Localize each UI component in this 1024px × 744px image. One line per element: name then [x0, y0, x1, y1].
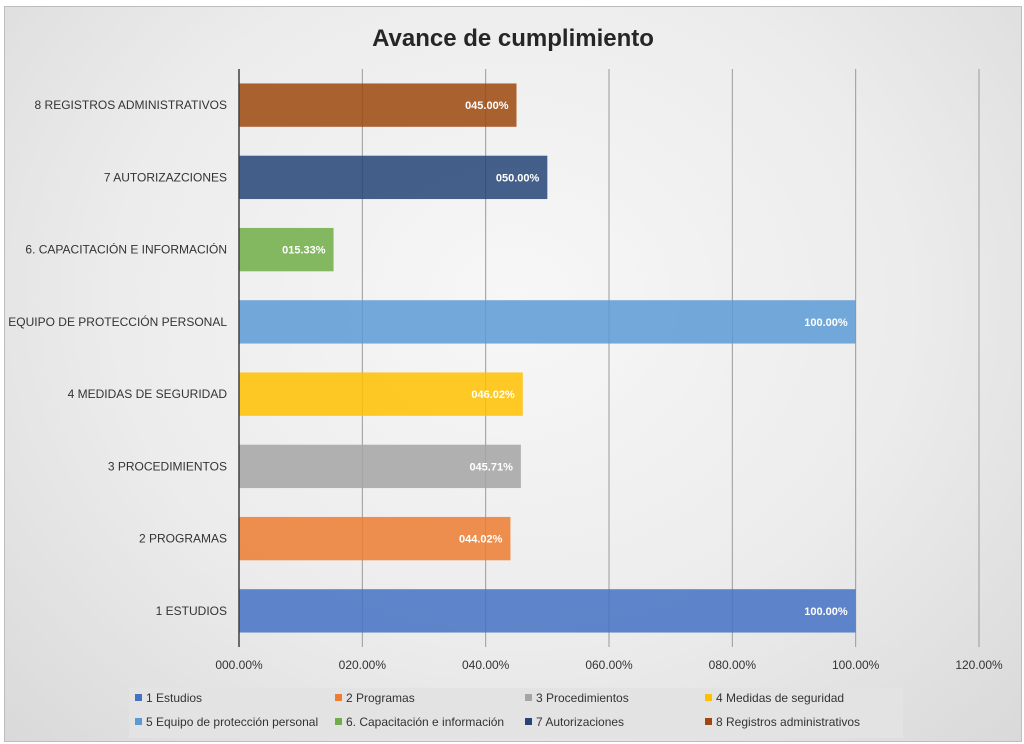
category-label: 4 MEDIDAS DE SEGURIDAD: [68, 387, 228, 401]
data-label: 045.71%: [469, 461, 513, 473]
legend-label: 7 Autorizaciones: [536, 715, 625, 729]
legend-label: 3 Procedimientos: [536, 691, 629, 705]
x-tick-label: 000.00%: [215, 658, 263, 672]
legend-label: 4 Medidas de seguridad: [716, 691, 845, 705]
bar-chart: 100.00% 1 ESTUDIOS 044.02% 2 PROGRAMAS 045.7…: [5, 69, 1003, 672]
bar: [239, 227, 334, 272]
legend-label: 8 Registros administrativos: [716, 715, 861, 729]
data-label: 100.00%: [804, 606, 848, 618]
data-label: 046.02%: [471, 389, 515, 401]
x-tick-label: 100.00%: [832, 658, 880, 672]
x-tick-label: 060.00%: [585, 658, 633, 672]
legend-item: 5 Equipo de protección personal: [135, 715, 318, 729]
legend-item: 3 Procedimientos: [525, 691, 629, 705]
bar: [239, 155, 548, 200]
category-label: 6. CAPACITACIÓN E INFORMACIÓN: [25, 242, 227, 257]
data-label: 015.33%: [282, 245, 326, 257]
legend-label: 2 Programas: [346, 691, 415, 705]
legend-label: 5 Equipo de protección personal: [146, 715, 319, 729]
bar: [239, 83, 517, 127]
legend-swatch: [705, 694, 712, 701]
legend-swatch: [135, 694, 142, 701]
category-label: 7 AUTORIZAZCIONES: [104, 170, 227, 184]
x-tick-label: 020.00%: [339, 658, 387, 672]
legend-label: 6. Capacitación e información: [346, 715, 505, 729]
chart-frame: Avance de cumplimiento 100.00% 1 ESTUDIOS…: [4, 6, 1022, 742]
legend: 1 Estudios 2 Programas 3 Procedimientos 4 M…: [129, 688, 903, 738]
category-label: 8 REGISTROS ADMINISTRATIVOS: [35, 98, 227, 112]
bar: [239, 589, 856, 633]
legend-swatch: [525, 718, 532, 725]
category-label: 1 ESTUDIOS: [156, 604, 227, 618]
category-label: 5 EQUIPO DE PROTECCIÓN PERSONAL: [5, 314, 227, 329]
x-tick-label: 120.00%: [955, 658, 1003, 672]
bar: [239, 444, 521, 489]
legend-item: 2 Programas: [335, 691, 415, 705]
legend-swatch: [135, 718, 142, 725]
chart-title: Avance de cumplimiento: [372, 25, 654, 52]
legend-label: 1 Estudios: [146, 691, 203, 705]
x-tick-label: 080.00%: [709, 658, 757, 672]
bar: [239, 516, 511, 561]
legend-item: 1 Estudios: [135, 691, 202, 705]
legend-swatch: [525, 694, 532, 701]
data-label: 050.00%: [496, 172, 540, 184]
data-label: 044.02%: [459, 534, 503, 546]
bar: [239, 372, 523, 416]
legend-swatch: [335, 718, 342, 725]
legend-swatch: [335, 694, 342, 701]
category-label: 2 PROGRAMAS: [139, 532, 227, 546]
legend-item: 7 Autorizaciones: [525, 715, 624, 729]
category-label: 3 PROCEDIMIENTOS: [108, 459, 227, 473]
data-label: 045.00%: [465, 100, 509, 112]
legend-swatch: [705, 718, 712, 725]
data-label: 100.00%: [804, 317, 848, 329]
legend-item: 4 Medidas de seguridad: [705, 691, 844, 705]
legend-item: 6. Capacitación e información: [335, 715, 504, 729]
legend-item: 8 Registros administrativos: [705, 715, 860, 729]
bar: [239, 300, 856, 344]
x-tick-label: 040.00%: [462, 658, 510, 672]
